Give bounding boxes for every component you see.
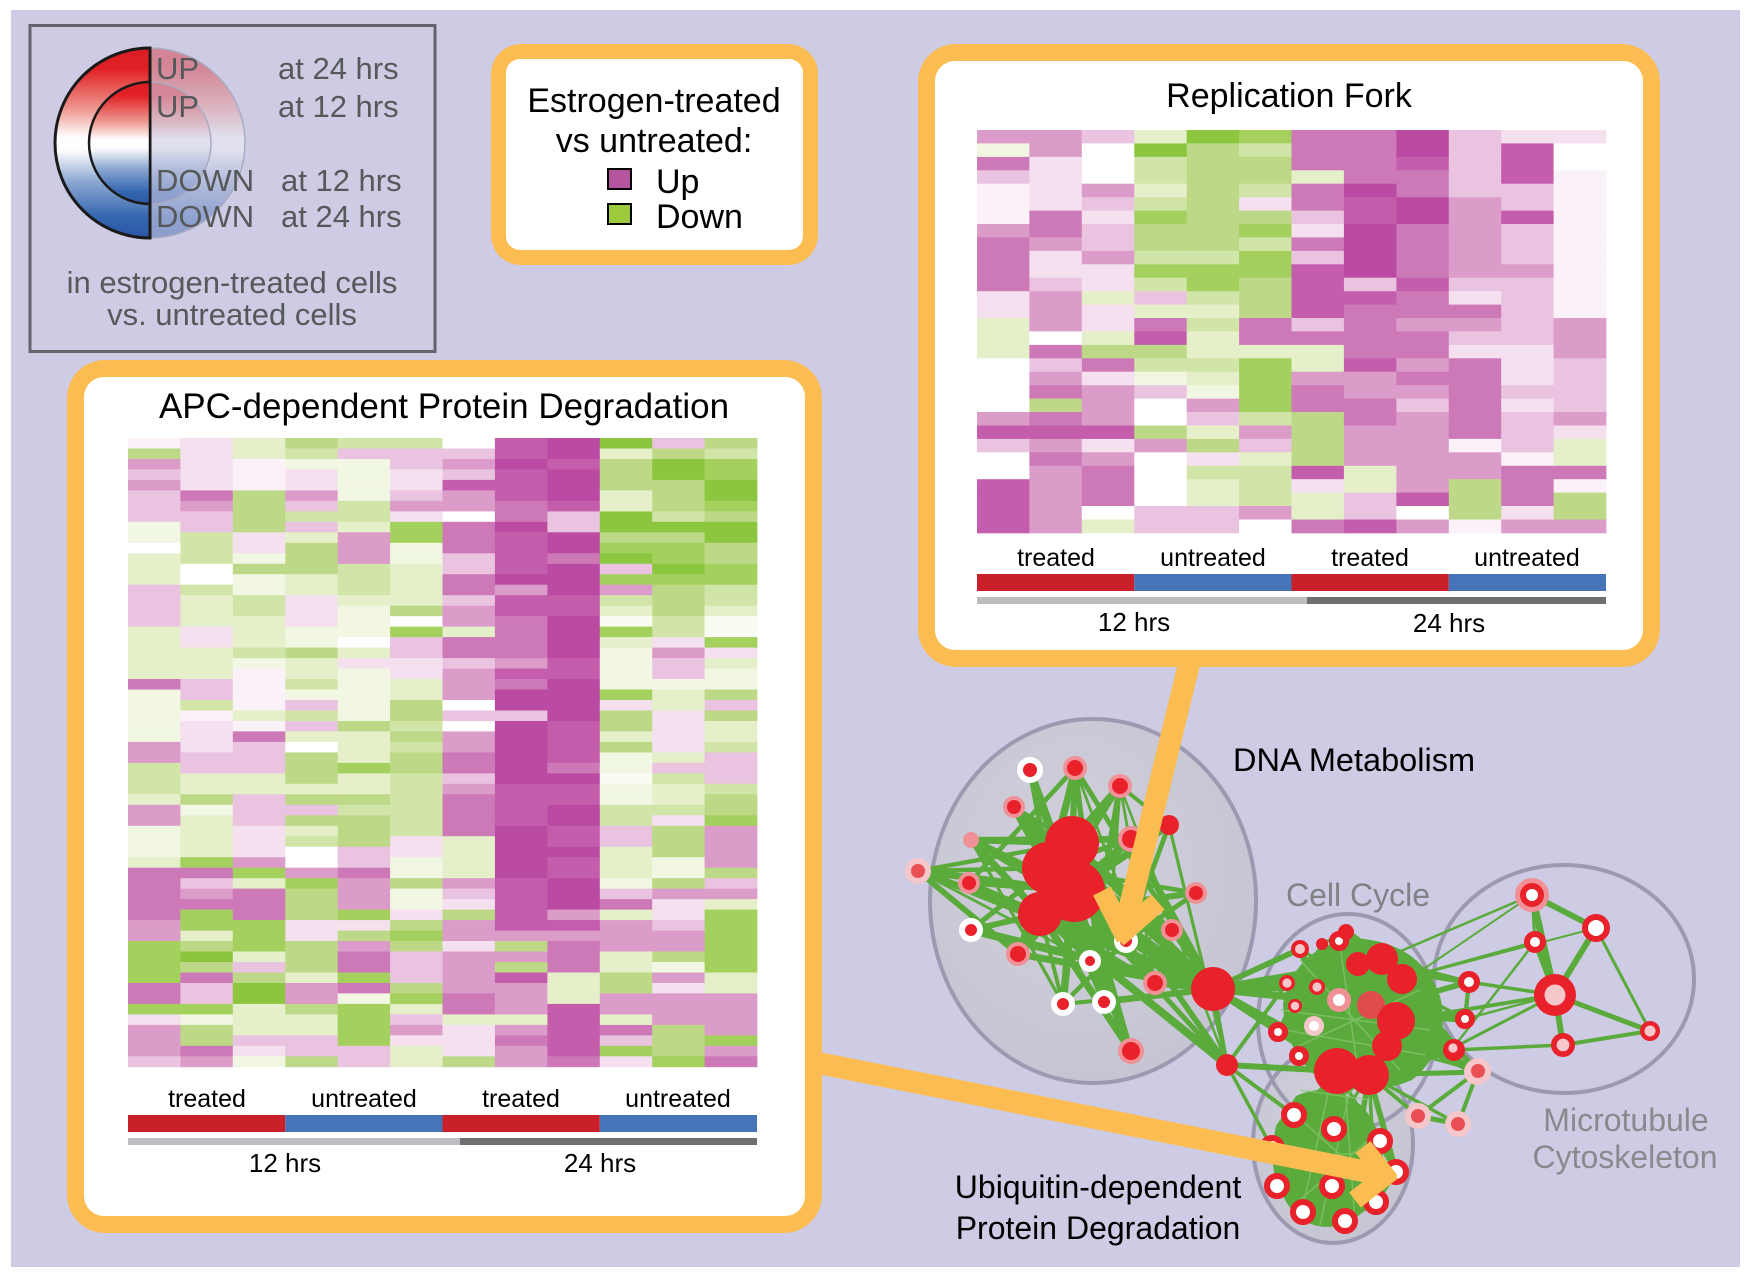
svg-text:UP: UP <box>156 51 199 86</box>
svg-text:12 hrs: 12 hrs <box>249 1148 321 1178</box>
svg-text:Ubiquitin-dependent: Ubiquitin-dependent <box>955 1169 1242 1205</box>
svg-text:treated: treated <box>482 1085 560 1113</box>
svg-text:UP: UP <box>156 89 199 124</box>
svg-text:at 12 hrs: at 12 hrs <box>281 163 402 198</box>
svg-text:Protein Degradation: Protein Degradation <box>956 1210 1241 1246</box>
svg-text:untreated: untreated <box>1160 544 1266 572</box>
svg-text:Up: Up <box>656 163 699 201</box>
svg-text:in estrogen-treated cells: in estrogen-treated cells <box>67 265 398 300</box>
svg-text:at 12 hrs: at 12 hrs <box>278 89 399 124</box>
svg-text:24 hrs: 24 hrs <box>1413 608 1485 638</box>
svg-text:DOWN: DOWN <box>156 199 254 234</box>
svg-text:treated: treated <box>1331 544 1409 572</box>
svg-text:Estrogen-treated: Estrogen-treated <box>527 82 780 120</box>
svg-text:Down: Down <box>656 198 743 236</box>
svg-text:Microtubule: Microtubule <box>1543 1102 1708 1138</box>
svg-text:untreated: untreated <box>1474 544 1580 572</box>
svg-text:treated: treated <box>168 1085 246 1113</box>
svg-text:Cell Cycle: Cell Cycle <box>1286 877 1430 913</box>
svg-text:24 hrs: 24 hrs <box>564 1148 636 1178</box>
svg-text:APC-dependent Protein Degradat: APC-dependent Protein Degradation <box>159 387 729 426</box>
svg-text:DOWN: DOWN <box>156 163 254 198</box>
svg-text:vs untreated:: vs untreated: <box>556 122 753 160</box>
svg-text:12 hrs: 12 hrs <box>1098 607 1170 637</box>
svg-text:at 24 hrs: at 24 hrs <box>281 199 402 234</box>
svg-text:DNA Metabolism: DNA Metabolism <box>1233 742 1475 778</box>
svg-text:Cytoskeleton: Cytoskeleton <box>1533 1139 1718 1175</box>
svg-text:at 24 hrs: at 24 hrs <box>278 51 399 86</box>
svg-text:untreated: untreated <box>311 1085 417 1113</box>
svg-text:vs. untreated cells: vs. untreated cells <box>107 297 357 332</box>
svg-text:treated: treated <box>1017 544 1095 572</box>
svg-text:Replication Fork: Replication Fork <box>1166 77 1413 115</box>
svg-text:untreated: untreated <box>625 1085 731 1113</box>
